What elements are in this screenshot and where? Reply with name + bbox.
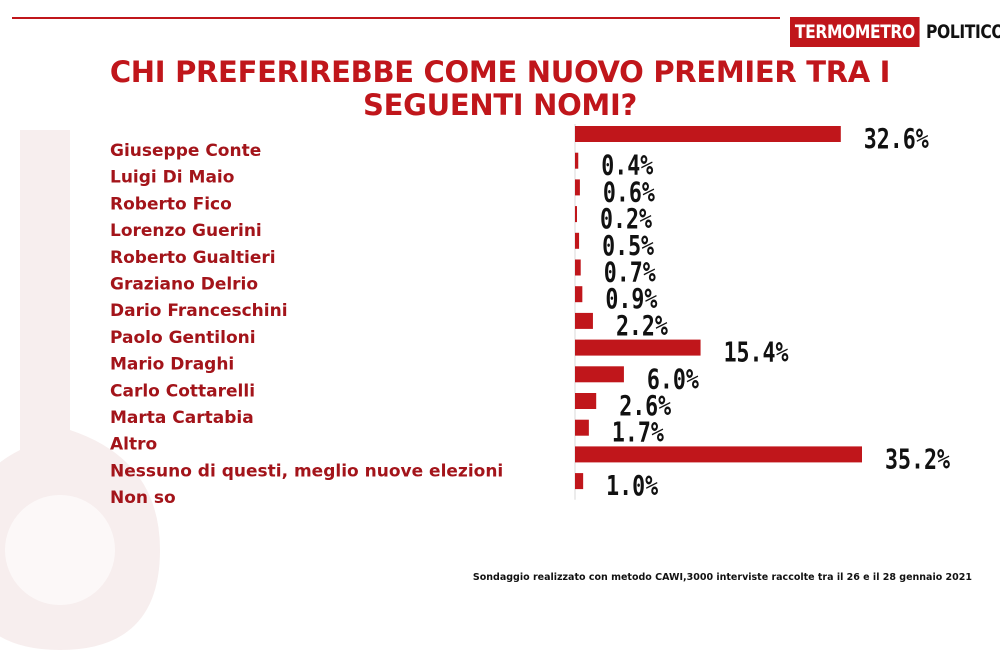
category-label: Lorenzo Guerini: [110, 221, 262, 241]
category-label: Graziano Delrio: [110, 275, 258, 295]
bar: [575, 126, 841, 142]
category-label: Carlo Cottarelli: [110, 381, 255, 401]
chart-title: CHI PREFERIREBBE COME NUOVO PREMIER TRA …: [109, 55, 891, 122]
bar-chart: Giuseppe Conte 32.6% Luigi Di Maio 0.4% Robe…: [110, 122, 950, 508]
value-label: 0.6%: [603, 175, 655, 208]
value-label: 1.7%: [612, 416, 664, 449]
bar: [575, 473, 584, 490]
watermark-graphic: [0, 130, 160, 650]
value-label: 0.7%: [604, 256, 656, 289]
logo-text-right: POLITICO: [926, 21, 1000, 43]
bar: [575, 446, 862, 463]
footnote: Sondaggio realizzato con metodo CAWI,300…: [472, 572, 972, 583]
category-label: Paolo Gentiloni: [110, 328, 256, 348]
bar: [575, 286, 583, 303]
value-label: 2.2%: [616, 309, 668, 342]
category-label: Altro: [110, 435, 157, 455]
bar: [575, 232, 580, 249]
bar: [575, 419, 589, 436]
bar: [575, 366, 624, 383]
value-label: 0.9%: [605, 282, 657, 315]
bar: [575, 312, 593, 329]
logo-text-left: TERMOMETRO: [790, 17, 920, 47]
category-label: Dario Franceschini: [110, 301, 288, 321]
value-label: 0.2%: [600, 202, 652, 235]
value-label: 2.6%: [619, 389, 671, 422]
category-label: Mario Draghi: [110, 355, 234, 375]
value-label: 32.6%: [864, 122, 929, 155]
bar: [575, 393, 597, 409]
value-label: 0.4%: [601, 149, 653, 182]
top-rule: [12, 17, 780, 19]
value-label: 6.0%: [647, 362, 699, 395]
bar: [575, 259, 581, 276]
category-label: Non so: [110, 488, 176, 508]
value-label: 1.0%: [606, 469, 658, 502]
category-label: Marta Cartabia: [110, 408, 254, 428]
bar: [575, 339, 701, 356]
value-label: 35.2%: [885, 442, 950, 475]
category-label: Roberto Gualtieri: [110, 248, 276, 268]
category-label: Nessuno di questi, meglio nuove elezioni: [110, 461, 503, 481]
bar: [575, 179, 580, 196]
bar: [575, 206, 577, 223]
bar: [575, 152, 579, 169]
category-label: Luigi Di Maio: [110, 168, 234, 188]
value-label: 15.4%: [724, 336, 789, 369]
category-label: Giuseppe Conte: [110, 141, 261, 161]
brand-logo: TERMOMETRO POLITICO: [790, 17, 1000, 47]
value-label: 0.5%: [602, 229, 654, 262]
category-label: Roberto Fico: [110, 194, 232, 214]
